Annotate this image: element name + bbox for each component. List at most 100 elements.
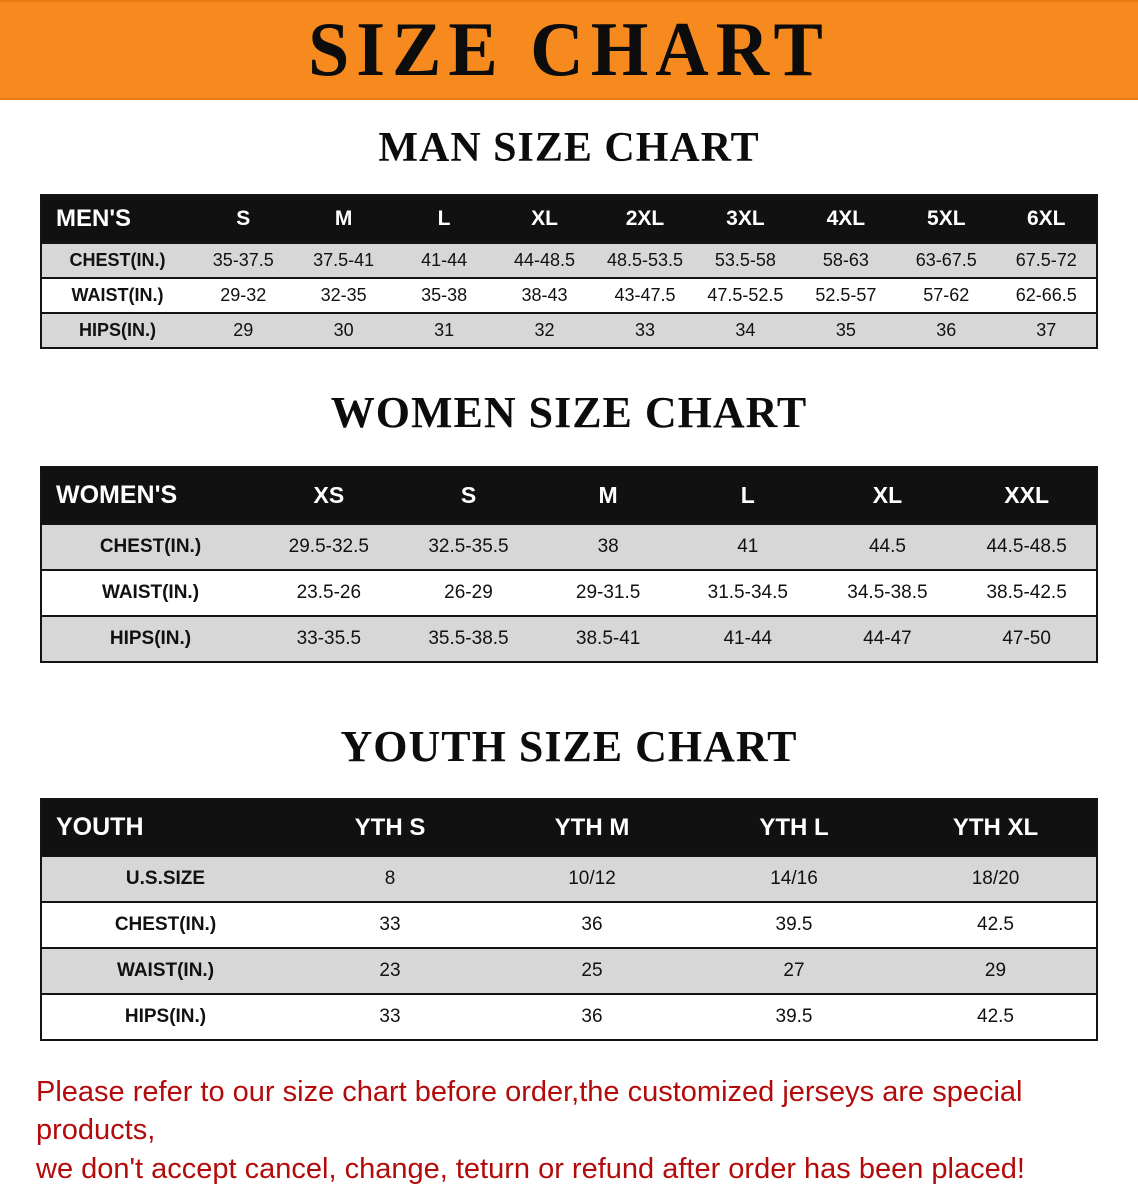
men-value-cell: 38-43 bbox=[521, 285, 568, 305]
youth-table-header-row: YOUTH YTH S YTH M YTH L YTH XL bbox=[41, 799, 1097, 856]
women-table-title-cell: WOMEN'S bbox=[41, 467, 259, 524]
youth-value-cell: 25 bbox=[581, 960, 603, 981]
youth-value-cell: 10/12 bbox=[568, 868, 616, 889]
women-size-header-cell: S bbox=[398, 467, 539, 524]
youth-size-header-cell: YTH L bbox=[693, 799, 895, 856]
men-size-table: MEN'S S M L XL 2XL 3XL 4XL 5XL 6XL CHEST(IN.) 35-37… bbox=[40, 194, 1098, 349]
women-size-chart-section: WOMEN SIZE CHART WOMEN'S XS S M L XL XXL CHEST(I… bbox=[0, 387, 1138, 663]
women-size-header-cell: M bbox=[538, 467, 678, 524]
men-size-header-cell: S bbox=[193, 195, 294, 243]
women-value-cell: 38.5-41 bbox=[575, 628, 641, 649]
men-value-cell: 35-37.5 bbox=[212, 250, 274, 270]
youth-value-cell: 14/16 bbox=[770, 868, 818, 889]
youth-size-chart-section: YOUTH SIZE CHART YOUTH YTH S YTH M YTH L YTH … bbox=[0, 721, 1138, 1041]
women-size-header-cell: L bbox=[677, 467, 818, 524]
youth-size-table: YOUTH YTH S YTH M YTH L YTH XL U.S.SIZE 8 10/12… bbox=[40, 798, 1098, 1041]
men-section-heading: MAN SIZE CHART bbox=[378, 125, 760, 171]
youth-value-cell: 42.5 bbox=[977, 914, 1014, 935]
men-size-header-cell: 2XL bbox=[594, 195, 696, 243]
youth-value-cell: 42.5 bbox=[977, 1006, 1014, 1027]
youth-size-header-cell: YTH S bbox=[289, 799, 491, 856]
women-value-cell: 31.5-34.5 bbox=[707, 582, 788, 603]
men-size-header-cell: 5XL bbox=[896, 195, 997, 243]
men-row-label-cell: HIPS(IN.) bbox=[78, 320, 156, 340]
size-chart-sections: MAN SIZE CHART MEN'S S M L XL 2XL 3XL 4XL 5XL 6XL C… bbox=[0, 124, 1138, 1041]
women-table-header-row: WOMEN'S XS S M L XL XXL bbox=[41, 467, 1097, 524]
youth-value-cell: 36 bbox=[581, 914, 603, 935]
women-size-header-cell: XL bbox=[817, 467, 958, 524]
youth-row-label-cell: HIPS(IN.) bbox=[124, 1006, 207, 1027]
women-value-cell: 35.5-38.5 bbox=[428, 628, 509, 649]
women-value-cell: 44-47 bbox=[863, 628, 912, 649]
youth-value-cell: 33 bbox=[379, 1006, 401, 1027]
men-row-label-cell: CHEST(IN.) bbox=[69, 250, 166, 270]
youth-row-label-cell: CHEST(IN.) bbox=[114, 914, 217, 935]
women-row-label-cell: HIPS(IN.) bbox=[109, 628, 192, 649]
women-row-label-cell: WAIST(IN.) bbox=[101, 582, 200, 603]
men-value-cell: 33 bbox=[634, 320, 655, 340]
men-size-header-cell: 6XL bbox=[996, 195, 1097, 243]
men-value-cell: 32 bbox=[534, 320, 555, 340]
youth-row-label-cell: U.S.SIZE bbox=[125, 868, 206, 889]
men-value-cell: 37 bbox=[1036, 320, 1057, 340]
women-value-cell: 41-44 bbox=[723, 628, 773, 649]
men-value-cell: 62-66.5 bbox=[1015, 285, 1077, 305]
youth-value-cell: 18/20 bbox=[971, 868, 1020, 889]
banner-title: SIZE CHART bbox=[308, 6, 830, 93]
women-value-cell: 38.5-42.5 bbox=[986, 582, 1067, 603]
men-value-cell: 47.5-52.5 bbox=[707, 285, 784, 305]
men-value-cell: 58-63 bbox=[822, 250, 869, 270]
men-value-cell: 34 bbox=[735, 320, 756, 340]
men-value-cell: 32-35 bbox=[320, 285, 367, 305]
men-value-cell: 30 bbox=[333, 320, 354, 340]
youth-row-label-cell: WAIST(IN.) bbox=[116, 960, 215, 981]
men-value-cell: 57-62 bbox=[923, 285, 970, 305]
footer-notice: Please refer to our size chart before or… bbox=[0, 1073, 1138, 1188]
women-value-cell: 23.5-26 bbox=[296, 582, 362, 603]
women-size-header-cell: XS bbox=[259, 467, 399, 524]
women-value-cell: 34.5-38.5 bbox=[847, 582, 928, 603]
men-value-cell: 48.5-53.5 bbox=[606, 250, 683, 270]
youth-table-row: HIPS(IN.) 33 36 39.5 42.5 bbox=[41, 994, 1097, 1040]
youth-section-heading: YOUTH SIZE CHART bbox=[340, 722, 798, 771]
men-table-title-cell: MEN'S bbox=[41, 195, 193, 243]
men-value-cell: 52.5-57 bbox=[815, 285, 877, 305]
women-value-cell: 44.5-48.5 bbox=[986, 536, 1067, 557]
men-value-cell: 37.5-41 bbox=[313, 250, 375, 270]
women-size-header-cell: XXL bbox=[957, 467, 1097, 524]
men-value-cell: 67.5-72 bbox=[1015, 250, 1077, 270]
youth-value-cell: 36 bbox=[581, 1006, 603, 1027]
men-value-cell: 29-32 bbox=[220, 285, 267, 305]
men-size-header-cell: 4XL bbox=[795, 195, 897, 243]
women-row-label-cell: CHEST(IN.) bbox=[99, 536, 202, 557]
youth-value-cell: 39.5 bbox=[775, 914, 813, 935]
youth-value-cell: 23 bbox=[379, 960, 401, 981]
men-value-cell: 35-38 bbox=[421, 285, 468, 305]
youth-value-cell: 39.5 bbox=[775, 1006, 813, 1027]
men-size-header-cell: M bbox=[293, 195, 394, 243]
men-value-cell: 43-47.5 bbox=[614, 285, 676, 305]
men-size-header-cell: L bbox=[393, 195, 495, 243]
men-size-chart-section: MAN SIZE CHART MEN'S S M L XL 2XL 3XL 4XL 5XL 6XL C… bbox=[0, 124, 1138, 349]
women-table-row: CHEST(IN.) 29.5-32.5 32.5-35.5 38 41 44.5 44.5… bbox=[41, 524, 1097, 570]
women-section-heading: WOMEN SIZE CHART bbox=[330, 388, 808, 437]
youth-size-header-cell: YTH XL bbox=[895, 799, 1097, 856]
women-value-cell: 29.5-32.5 bbox=[288, 536, 369, 557]
women-value-cell: 29-31.5 bbox=[575, 582, 641, 603]
men-table-row: HIPS(IN.) 29 30 31 32 33 34 35 36 37 bbox=[41, 313, 1097, 348]
men-value-cell: 44-48.5 bbox=[514, 250, 576, 270]
men-size-header-cell: 3XL bbox=[695, 195, 796, 243]
men-table-row: WAIST(IN.) 29-32 32-35 35-38 38-43 43-47.5 47.… bbox=[41, 278, 1097, 313]
women-table-row: WAIST(IN.) 23.5-26 26-29 29-31.5 31.5-34.5 34… bbox=[41, 570, 1097, 616]
women-size-table: WOMEN'S XS S M L XL XXL CHEST(IN.) 29.5-32.5 32.5… bbox=[40, 466, 1098, 663]
youth-table-row: CHEST(IN.) 33 36 39.5 42.5 bbox=[41, 902, 1097, 948]
youth-value-cell: 33 bbox=[379, 914, 401, 935]
women-value-cell: 32.5-35.5 bbox=[428, 536, 509, 557]
notice-line-2: we don't accept cancel, change, teturn o… bbox=[36, 1152, 1025, 1185]
youth-value-cell: 27 bbox=[783, 960, 805, 981]
youth-table-title-cell: YOUTH bbox=[41, 799, 289, 856]
women-value-cell: 47-50 bbox=[1002, 628, 1051, 649]
men-value-cell: 29 bbox=[233, 320, 254, 340]
women-table-row: HIPS(IN.) 33-35.5 35.5-38.5 38.5-41 41-44 44-… bbox=[41, 616, 1097, 662]
